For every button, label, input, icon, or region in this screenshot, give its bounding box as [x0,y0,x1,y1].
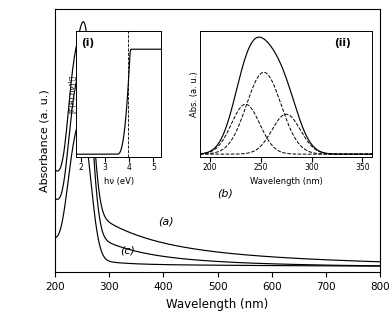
X-axis label: Wavelength (nm): Wavelength (nm) [250,177,323,186]
X-axis label: Wavelength (nm): Wavelength (nm) [167,298,269,310]
Text: (b): (b) [218,188,233,198]
Y-axis label: [F(R).hν]¹⼠: [F(R).hν]¹⼠ [67,75,75,113]
Text: (a): (a) [158,216,174,226]
Text: (i): (i) [82,38,94,48]
Text: (ii): (ii) [334,38,351,48]
Y-axis label: Abs. (a. u.): Abs. (a. u.) [189,71,198,117]
X-axis label: hν (eV): hν (eV) [103,177,134,186]
Text: (c): (c) [120,246,135,256]
Y-axis label: Absorbance (a. u.): Absorbance (a. u.) [39,90,49,192]
